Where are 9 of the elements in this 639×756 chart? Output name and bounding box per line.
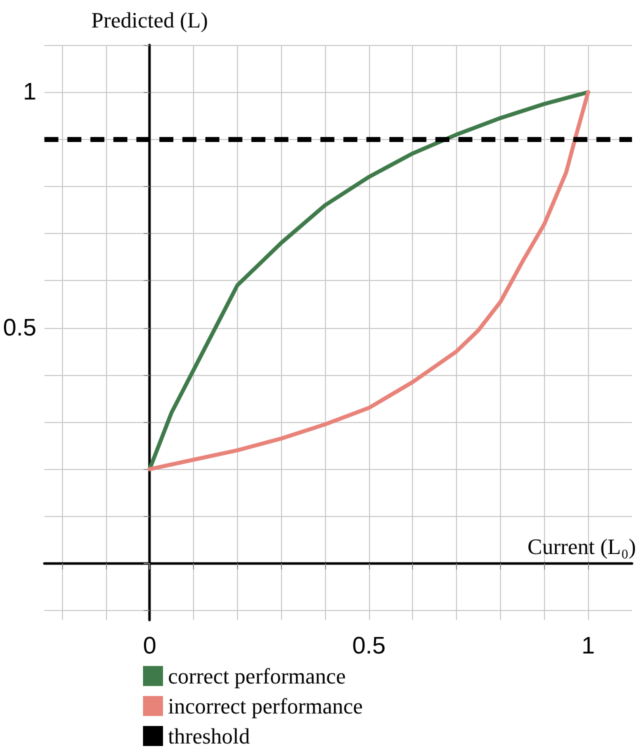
legend-label: incorrect performance	[168, 694, 363, 718]
line-series	[148, 90, 590, 472]
y-axis-title: Predicted (L)	[91, 8, 208, 32]
legend-label: threshold	[168, 724, 250, 748]
legend-label: correct performance	[168, 664, 346, 688]
x-axis-title: Current (L₀)	[528, 534, 636, 559]
x-tick-label: 0	[142, 632, 156, 660]
x-tick-label: 0.5	[352, 632, 386, 660]
x-tick-label: 1	[581, 632, 595, 660]
